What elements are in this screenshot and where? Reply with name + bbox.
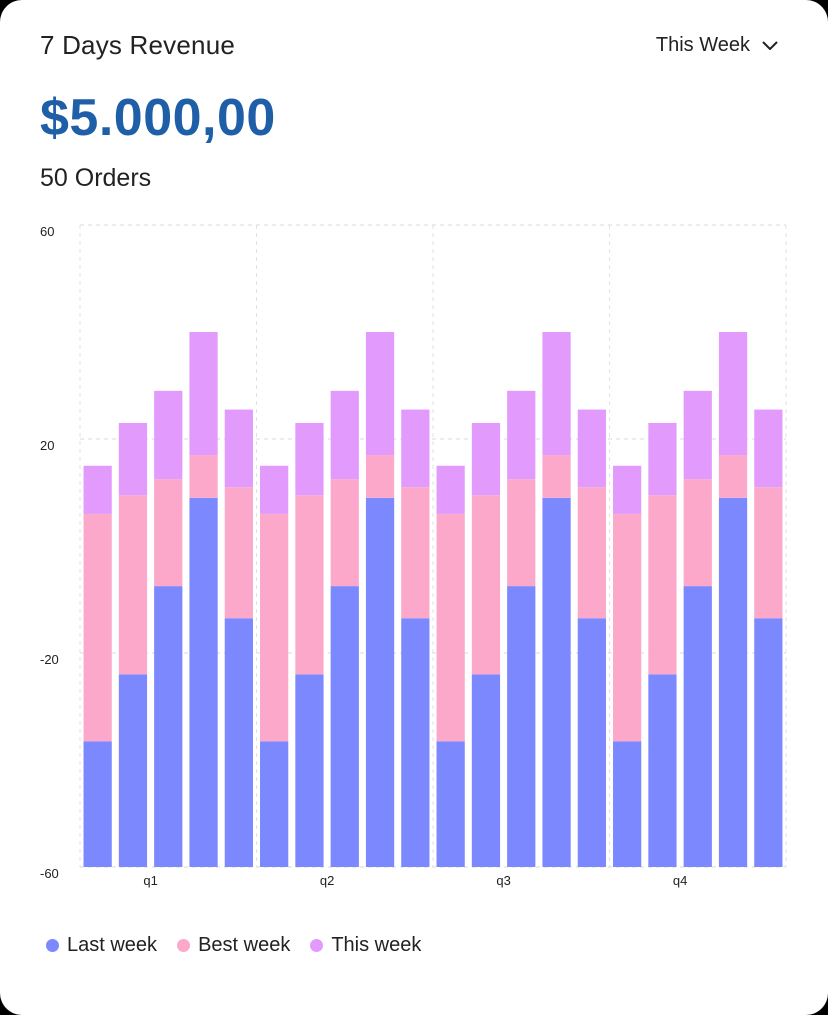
bar-last-week-4 xyxy=(189,497,218,867)
y-tick-label-1: 20 xyxy=(40,438,54,453)
bar-this-week-8 xyxy=(330,390,359,480)
bar-last-week-8 xyxy=(330,586,359,867)
bar-last-week-6 xyxy=(260,741,289,867)
bar-last-week-19 xyxy=(718,497,748,867)
bar-this-week-15 xyxy=(577,409,606,488)
bar-this-week-9 xyxy=(365,332,395,456)
bar-best-week-16 xyxy=(613,513,642,742)
x-group-label-q3: q3 xyxy=(496,873,510,888)
orders-count: 50 Orders xyxy=(40,164,152,192)
bar-best-week-11 xyxy=(436,513,465,742)
bar-best-week-5 xyxy=(224,487,253,619)
bar-this-week-13 xyxy=(507,390,536,480)
legend-label-this-week: This week xyxy=(331,934,422,956)
bar-best-week-8 xyxy=(330,479,359,587)
x-group-label-q4: q4 xyxy=(673,873,687,888)
bar-this-week-10 xyxy=(401,409,430,488)
bar-best-week-20 xyxy=(754,487,783,619)
bar-this-week-1 xyxy=(83,465,112,514)
bar-last-week-7 xyxy=(295,674,324,867)
bar-last-week-14 xyxy=(542,497,571,867)
bar-this-week-18 xyxy=(683,390,712,480)
bar-best-week-6 xyxy=(260,513,289,742)
bar-best-week-12 xyxy=(471,495,501,675)
bar-best-week-19 xyxy=(718,455,748,498)
x-group-label-q2: q2 xyxy=(320,873,334,888)
legend-dot-best-week xyxy=(177,939,191,952)
bar-best-week-18 xyxy=(683,479,712,587)
bar-last-week-15 xyxy=(577,618,606,867)
y-tick-label-2: -20 xyxy=(40,652,59,667)
bar-last-week-18 xyxy=(683,586,712,867)
bar-last-week-11 xyxy=(436,741,465,867)
bar-this-week-20 xyxy=(754,409,783,488)
bar-this-week-17 xyxy=(648,422,677,496)
x-group-label-q1: q1 xyxy=(143,873,157,888)
period-label: This Week xyxy=(655,34,750,56)
bar-best-week-1 xyxy=(83,513,112,742)
bar-best-week-15 xyxy=(577,487,606,619)
bar-this-week-2 xyxy=(118,422,148,496)
bar-best-week-9 xyxy=(365,455,395,498)
bar-best-week-17 xyxy=(648,495,677,675)
bar-best-week-13 xyxy=(507,479,536,587)
bar-this-week-16 xyxy=(613,465,642,514)
card-title: 7 Days Revenue xyxy=(40,30,236,60)
stacked-bar-chart: 60 20 -20 -60 q1 q2 q3 q4 xyxy=(40,224,787,888)
legend-item-best-week[interactable]: Best week xyxy=(177,934,290,957)
bar-best-week-2 xyxy=(118,495,148,675)
bar-this-week-19 xyxy=(718,332,748,456)
bar-this-week-11 xyxy=(436,465,465,514)
bar-last-week-20 xyxy=(754,618,783,867)
period-dropdown[interactable]: This Week xyxy=(656,34,778,57)
bar-last-week-3 xyxy=(154,586,183,867)
legend-label-last-week: Last week xyxy=(67,934,158,956)
bar-best-week-3 xyxy=(154,479,183,587)
legend-dot-this-week xyxy=(310,939,324,952)
bar-this-week-14 xyxy=(542,332,571,456)
y-tick-label-0: 60 xyxy=(40,224,54,239)
bar-last-week-16 xyxy=(613,741,642,867)
legend-item-last-week[interactable]: Last week xyxy=(46,934,157,957)
bar-last-week-17 xyxy=(648,674,677,867)
bar-this-week-3 xyxy=(154,390,183,480)
bar-this-week-5 xyxy=(224,409,253,488)
chart-legend: Last week Best week This week xyxy=(46,934,421,957)
bar-best-week-7 xyxy=(295,495,324,675)
legend-item-this-week[interactable]: This week xyxy=(310,934,421,957)
bar-best-week-14 xyxy=(542,455,571,498)
bar-this-week-4 xyxy=(189,332,218,456)
bar-last-week-12 xyxy=(471,674,501,867)
bar-last-week-10 xyxy=(401,618,430,867)
revenue-amount: $5.000,00 xyxy=(40,89,276,147)
bar-best-week-4 xyxy=(189,455,218,498)
chevron-down-icon xyxy=(762,41,778,50)
bar-this-week-7 xyxy=(295,422,324,496)
bar-this-week-6 xyxy=(260,465,289,514)
bar-last-week-9 xyxy=(365,497,395,867)
legend-label-best-week: Best week xyxy=(198,934,291,956)
legend-dot-last-week xyxy=(46,939,59,952)
bar-last-week-13 xyxy=(507,586,536,867)
bar-last-week-5 xyxy=(224,618,253,867)
bar-last-week-2 xyxy=(118,674,148,867)
y-tick-label-3: -60 xyxy=(40,866,59,881)
bar-best-week-10 xyxy=(401,487,430,619)
bar-this-week-12 xyxy=(471,422,501,496)
bar-last-week-1 xyxy=(83,741,112,867)
